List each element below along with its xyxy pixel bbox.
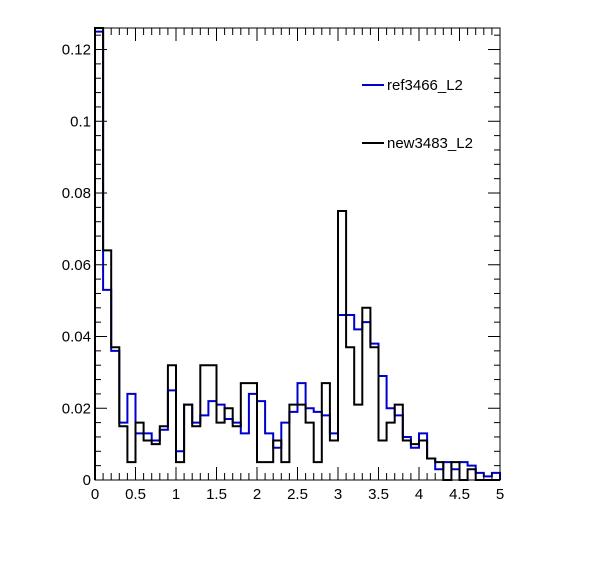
bin-1-16 (225, 408, 233, 480)
bin-0-45 (460, 462, 468, 480)
bin-1-7 (152, 444, 160, 480)
series-1 (94, 27, 500, 481)
bin-1-32 (354, 405, 362, 480)
legend-label-new: new3483_L2 (387, 135, 473, 152)
ticks-layer: 0 0.5 1 1.5 2 2.5 3 3.5 4 4.5 5 0 0.02 0.04 0.06 0.08 0.… (62, 28, 504, 503)
bin-1-27 (314, 462, 322, 480)
x-tick-label: 0 (91, 486, 99, 503)
x-tick-label: 2 (253, 486, 261, 503)
bin-1-5 (136, 423, 144, 480)
bin-1-17 (233, 426, 241, 480)
bin-1-11 (184, 405, 192, 480)
bin-1-31 (346, 347, 354, 480)
bin-1-2 (111, 347, 119, 480)
y-tick-label: 0.02 (62, 400, 91, 417)
bin-1-37 (395, 405, 403, 480)
series-line-1 (94, 27, 500, 481)
bin-1-6 (144, 441, 152, 480)
x-tick-label: 2.5 (287, 486, 308, 503)
x-tick-label: 3 (334, 486, 342, 503)
legend: ref3466_L2 new3483_L2 (352, 62, 473, 172)
bin-1-8 (160, 426, 168, 480)
bin-1-44 (451, 462, 459, 480)
bin-1-28 (322, 383, 330, 480)
bin-1-40 (419, 441, 427, 480)
bin-1-41 (427, 458, 435, 480)
bin-1-19 (249, 383, 257, 480)
bin-0-49 (492, 473, 500, 480)
y-tick-label: 0.08 (62, 185, 91, 202)
x-tick-label: 3.5 (368, 486, 389, 503)
bin-1-35 (379, 441, 387, 480)
bin-1-4 (127, 462, 135, 480)
bin-1-9 (168, 365, 176, 480)
legend-box (352, 62, 472, 172)
bin-0-47 (476, 473, 484, 480)
y-tick-label: 0.04 (62, 329, 91, 346)
bin-1-12 (192, 426, 200, 480)
bin-1-30 (338, 211, 346, 480)
bin-1-42 (435, 462, 443, 480)
y-tick-label: 0.12 (62, 42, 91, 59)
bin-1-1 (103, 250, 111, 480)
bin-1-3 (119, 426, 127, 480)
legend-label-ref: ref3466_L2 (387, 77, 463, 94)
bin-1-46 (468, 469, 476, 480)
bin-1-26 (306, 423, 314, 480)
x-tick-label: 1 (172, 486, 180, 503)
series-line-0 (94, 30, 501, 480)
series-0 (94, 30, 501, 480)
bin-1-21 (265, 462, 273, 480)
bin-1-20 (257, 462, 265, 480)
bin-0-43 (443, 462, 451, 480)
bin-1-18 (241, 383, 249, 480)
bin-1-38 (403, 441, 411, 480)
x-tick-label: 4 (415, 486, 423, 503)
bin-1-13 (200, 365, 208, 480)
x-tick-label: 5 (496, 486, 504, 503)
bin-1-39 (411, 444, 419, 480)
series-layer (94, 27, 501, 481)
bin-1-34 (370, 347, 378, 480)
y-tick-label: 0.06 (62, 257, 91, 274)
bin-1-25 (298, 405, 306, 480)
y-tick-label: 0 (83, 472, 91, 489)
bin-1-29 (330, 441, 338, 480)
bin-1-22 (273, 441, 281, 480)
bin-1-36 (387, 423, 395, 480)
bin-1-23 (281, 462, 289, 480)
x-tick-label: 0.5 (125, 486, 146, 503)
x-tick-label: 4.5 (449, 486, 470, 503)
bin-1-0 (95, 28, 103, 480)
bin-1-24 (289, 405, 297, 480)
bin-1-10 (176, 462, 184, 480)
bin-1-33 (362, 308, 370, 480)
bin-1-14 (208, 365, 216, 480)
bin-1-15 (217, 423, 225, 480)
y-tick-label: 0.1 (70, 113, 91, 130)
x-tick-label: 1.5 (206, 486, 227, 503)
